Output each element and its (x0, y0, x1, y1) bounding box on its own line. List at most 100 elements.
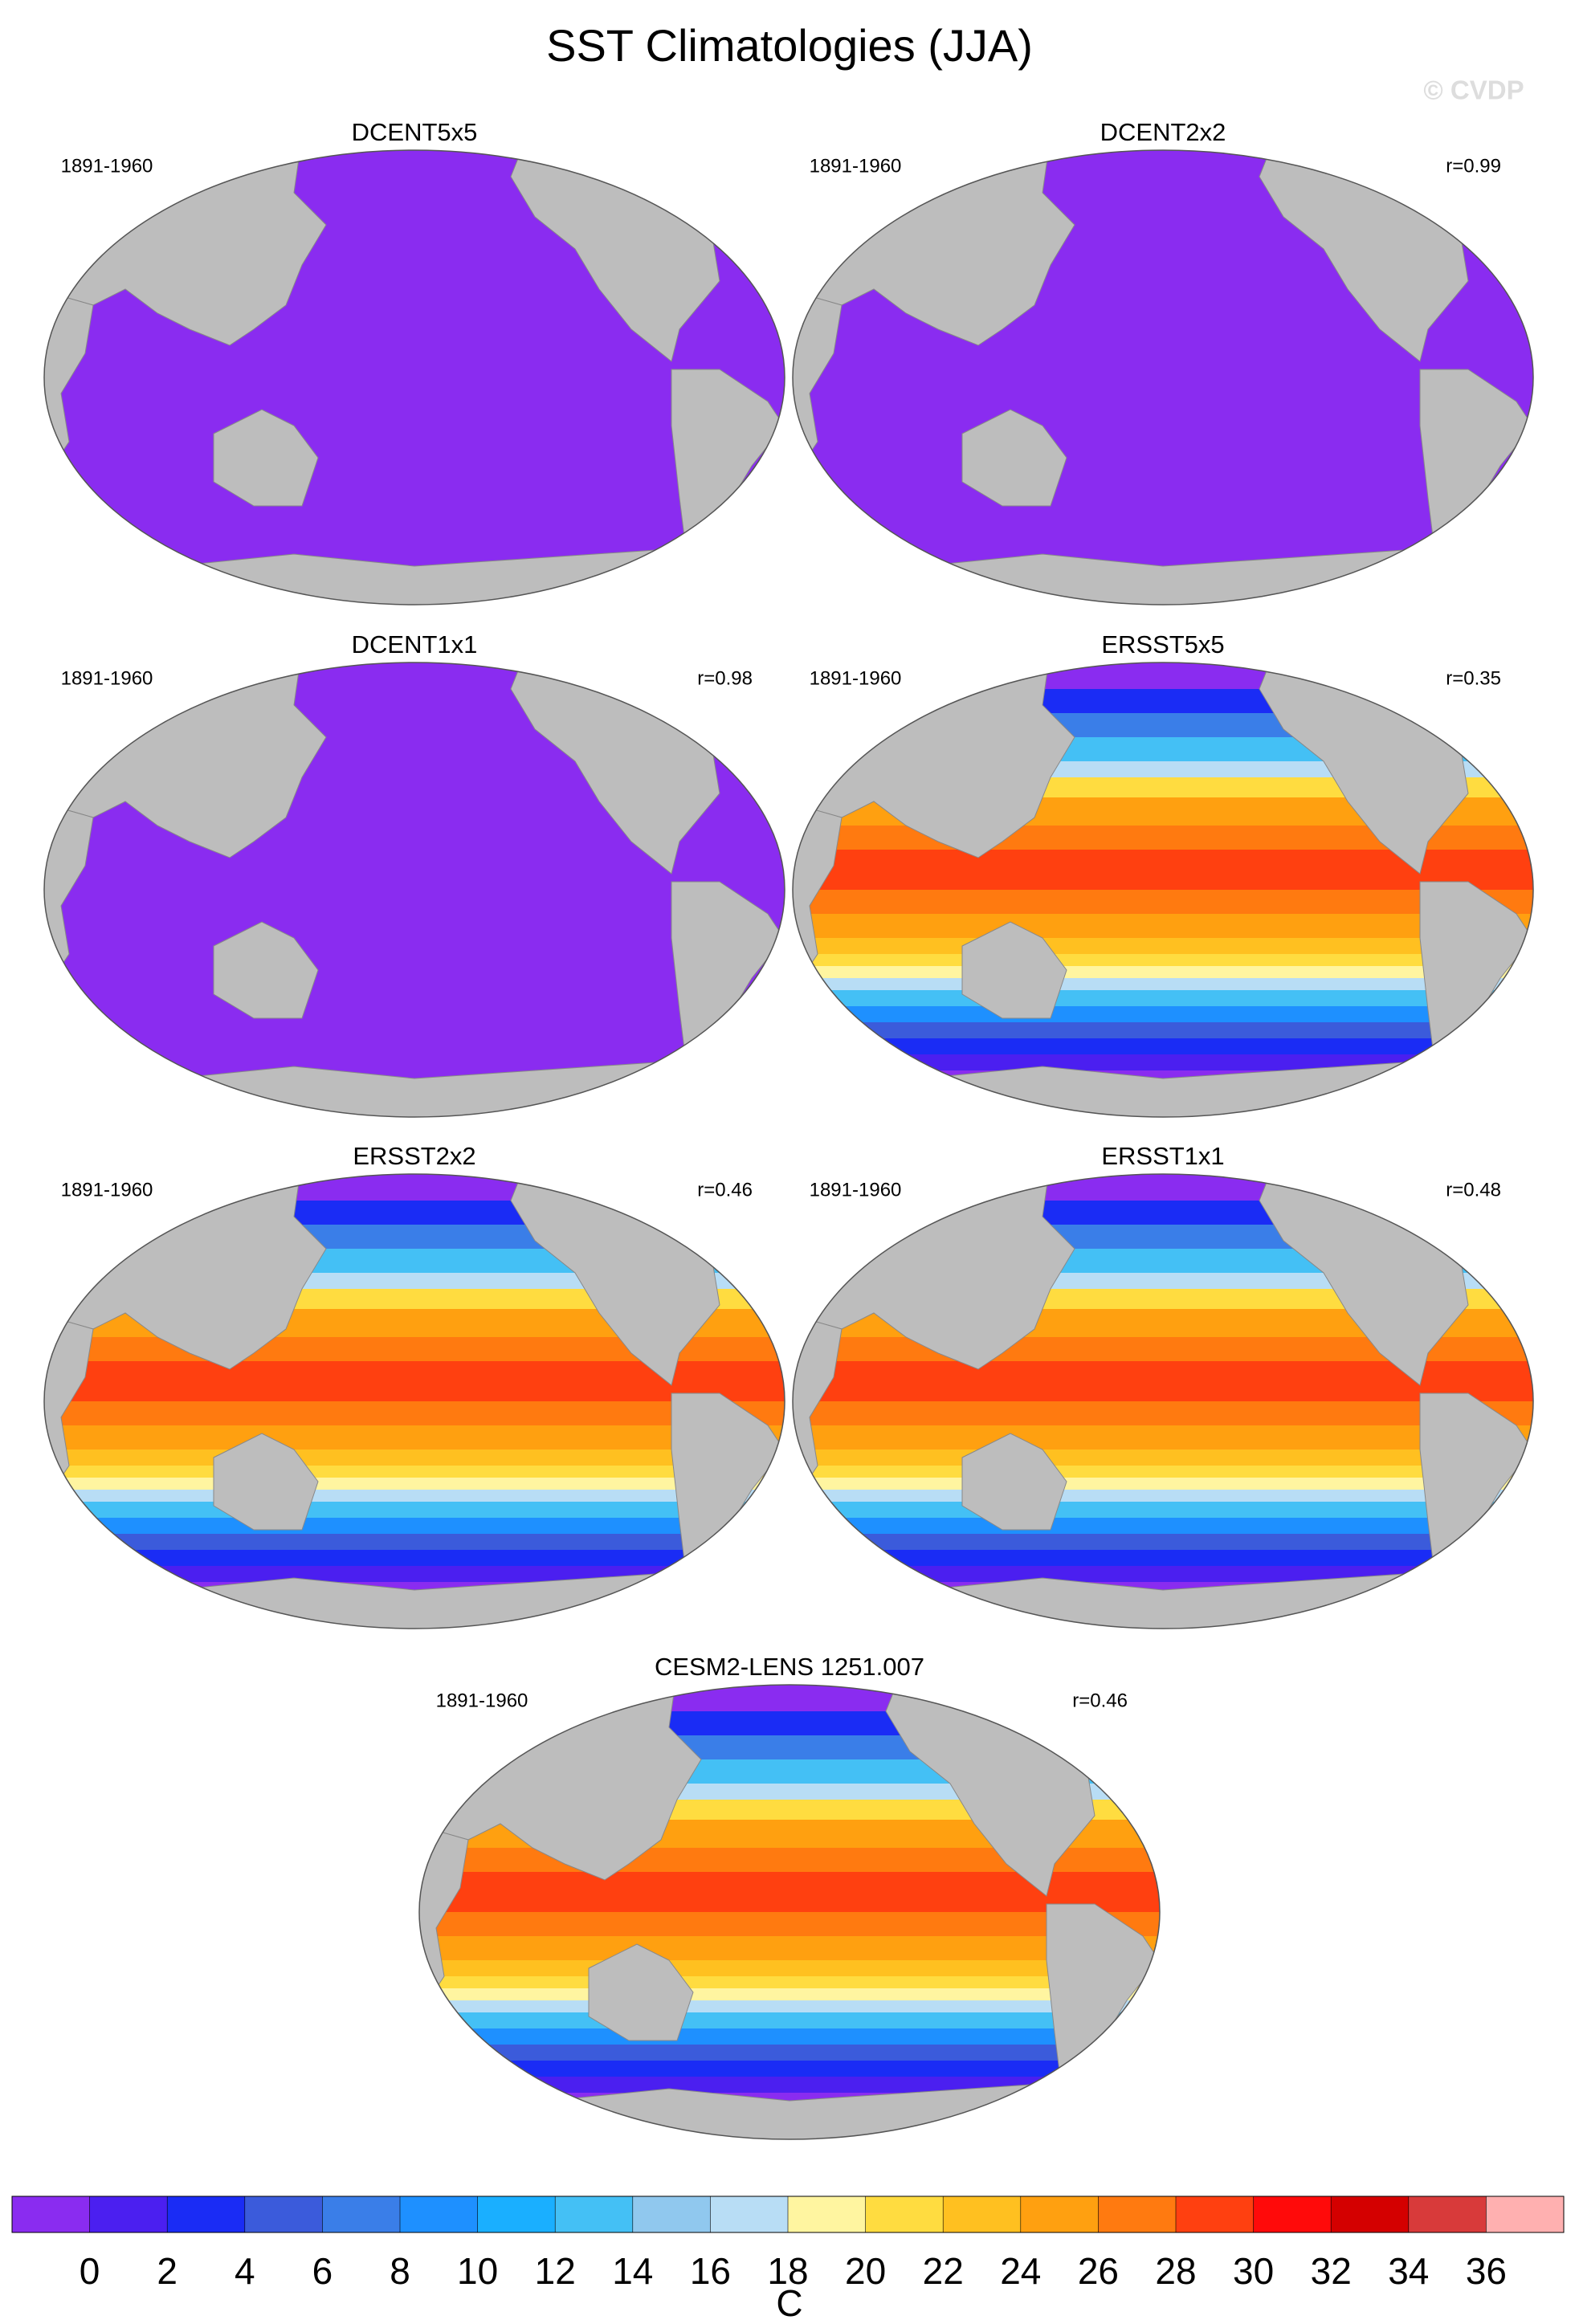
colorbar-label: 30 (1233, 2250, 1274, 2292)
colorbar-label: 16 (690, 2250, 731, 2292)
ocean-band (793, 1550, 1533, 1567)
ocean-band (419, 2012, 1160, 2029)
colorbar-box (710, 2196, 789, 2232)
ocean-band (793, 1534, 1533, 1551)
ocean-band (44, 1174, 785, 1201)
map-outline (43, 1173, 785, 1629)
ocean-band (44, 1401, 785, 1426)
map-outline (792, 1173, 1534, 1629)
ocean-band (44, 1490, 785, 1502)
panel-correlation: r=0.35 (1446, 667, 1501, 689)
ocean-band (793, 1174, 1533, 1201)
panel-period: 1891-1960 (61, 667, 153, 689)
ocean-band (793, 966, 1533, 979)
ocean-band (793, 914, 1533, 939)
map (44, 150, 785, 605)
colorbar-box (1331, 2196, 1410, 2232)
ocean-band (793, 978, 1533, 991)
ocean-band (419, 1988, 1160, 2001)
colorbar-box (12, 2196, 91, 2232)
colorbar-label: 12 (535, 2250, 576, 2292)
panel-correlation: r=0.99 (1446, 155, 1501, 177)
colorbar-label: 14 (612, 2250, 653, 2292)
colorbar-label: 34 (1388, 2250, 1429, 2292)
colorbar-box (1020, 2196, 1099, 2232)
panel-correlation: r=0.48 (1446, 1179, 1501, 1201)
ocean-band (793, 663, 1533, 690)
panel-title: CESM2-LENS 1251.007 (655, 1653, 924, 1681)
map (793, 150, 1533, 605)
panel-period: 1891-1960 (810, 1179, 902, 1201)
colorbar-box (1098, 2196, 1177, 2232)
ocean-band (793, 1022, 1533, 1039)
colorbar-box (1486, 2196, 1565, 2232)
panel-period: 1891-1960 (810, 667, 902, 689)
ocean-band (419, 2045, 1160, 2061)
colorbar-unit: C (776, 2282, 802, 2324)
colorbar-label: 2 (157, 2250, 177, 2292)
panel: ERSST2x2 1891-1960 r=0.46 (43, 1142, 785, 1629)
ocean-band (793, 1566, 1533, 1583)
map (44, 663, 785, 1117)
ocean-band (419, 2061, 1160, 2077)
ocean-band (793, 1038, 1533, 1055)
colorbar-box (322, 2196, 401, 2232)
panel: DCENT2x2 1891-1960 r=0.99 (792, 118, 1534, 605)
colorbar-box (632, 2196, 711, 2232)
figure-title: SST Climatologies (JJA) (546, 20, 1033, 71)
ocean-band (419, 1711, 1160, 1736)
colorbar-label: 18 (767, 2250, 808, 2292)
colorbar-box (865, 2196, 944, 2232)
colorbar-box (788, 2196, 867, 2232)
panel-period: 1891-1960 (810, 155, 902, 177)
ocean-band (44, 1566, 785, 1583)
ocean-band (793, 990, 1533, 1007)
map-outline (792, 662, 1534, 1118)
ocean-band (419, 2028, 1160, 2045)
panel: CESM2-LENS 1251.007 1891-1960 r=0.46 (418, 1653, 1161, 2140)
colorbar-box (477, 2196, 556, 2232)
ocean-band (793, 1401, 1533, 1426)
colorbar-box (555, 2196, 634, 2232)
panel-correlation: r=0.46 (1072, 1690, 1128, 1711)
ocean-band (44, 1518, 785, 1535)
ocean-band (44, 1534, 785, 1551)
colorbar-box (1253, 2196, 1332, 2232)
panel-title: DCENT5x5 (352, 118, 478, 146)
ocean-band (44, 1502, 785, 1519)
colorbar-label: 22 (923, 2250, 964, 2292)
panel-period: 1891-1960 (436, 1690, 528, 1711)
colorbar-label: 36 (1466, 2250, 1507, 2292)
ocean-band (793, 1518, 1533, 1535)
ocean-band (44, 1425, 785, 1450)
watermark: © CVDP (1423, 75, 1524, 105)
map-outline (418, 1684, 1161, 2140)
colorbar-box (943, 2196, 1022, 2232)
ocean-band (793, 1201, 1533, 1225)
ocean-band (793, 1502, 1533, 1519)
ocean-band (44, 1550, 785, 1567)
panel-title: DCENT2x2 (1100, 118, 1226, 146)
panel-title: ERSST1x1 (1101, 1142, 1224, 1170)
ocean-band (419, 1936, 1160, 1961)
map (419, 1685, 1160, 2139)
ocean-band (44, 1478, 785, 1490)
ocean-band (44, 1201, 785, 1225)
colorbar-label: 6 (312, 2250, 333, 2292)
colorbar-box (400, 2196, 479, 2232)
map-outline (43, 149, 785, 605)
ocean-band (793, 1054, 1533, 1071)
ocean-band (793, 1490, 1533, 1502)
panel: DCENT5x5 1891-1960 (43, 118, 785, 605)
ocean-band (419, 1912, 1160, 1937)
panel: ERSST1x1 1891-1960 r=0.48 (792, 1142, 1534, 1629)
panel: ERSST5x5 1891-1960 r=0.35 (792, 630, 1534, 1118)
panel: DCENT1x1 1891-1960 r=0.98 (43, 630, 785, 1118)
panel-title: DCENT1x1 (352, 630, 478, 658)
colorbar-label: 32 (1311, 2250, 1352, 2292)
colorbar-label: 20 (845, 2250, 886, 2292)
ocean-band (419, 2077, 1160, 2094)
ocean-band (793, 1478, 1533, 1490)
panel-period: 1891-1960 (61, 1179, 153, 1201)
